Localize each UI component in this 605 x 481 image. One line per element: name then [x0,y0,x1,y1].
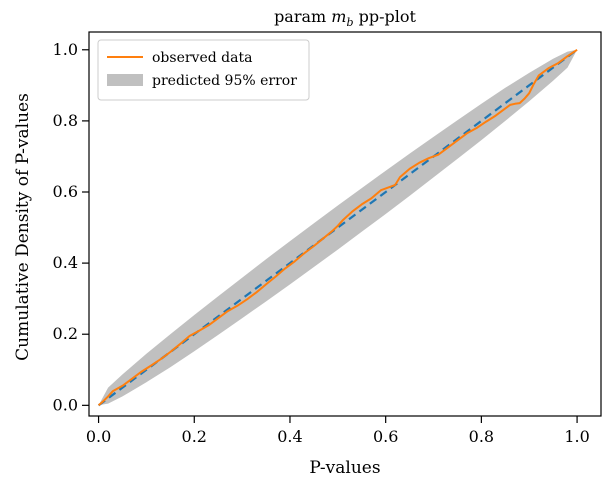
legend-label-observed-data: observed data [152,50,252,66]
x-axis-ticks: 0.0 0.2 0.4 0.6 0.8 1.0 [86,416,590,446]
x-tick-label: 0.4 [277,427,302,446]
legend-swatch-predicted-error [107,74,143,86]
series-line-observed-data [97,48,578,407]
y-tick-label: 0.4 [53,253,78,272]
x-tick-label: 0.2 [182,427,207,446]
y-tick-label: 0.0 [53,395,78,414]
x-axis-label: P-values [309,458,380,478]
x-tick-label: 0.0 [86,427,111,446]
series-layer [97,48,578,407]
y-tick-label: 0.6 [53,182,78,201]
legend-box [97,39,310,101]
x-tick-label: 0.8 [469,427,494,446]
reference-line-layer [97,48,578,407]
plot-frame [88,31,602,417]
legend-label-predicted-error: predicted 95% error [152,73,297,89]
x-tick-label: 0.6 [373,427,398,446]
y-axis-ticks: 0.0 0.2 0.4 0.6 0.8 1.0 [53,40,89,414]
reference-diagonal-line [97,48,578,407]
legend: observed data predicted 95% error [97,39,310,101]
chart-title-prefix: param [274,7,331,26]
chart-title-suffix: pp-plot [354,7,417,26]
y-tick-label: 0.2 [53,324,78,343]
chart-title-subscript: b [346,16,353,29]
chart-title: param mb pp-plot [274,7,416,29]
chart-title-symbol: m [331,7,346,26]
y-tick-label: 0.8 [53,111,78,130]
y-axis-label: Cumulative Density of P-values [13,93,33,361]
y-tick-label: 1.0 [53,40,78,59]
x-tick-label: 1.0 [564,427,589,446]
